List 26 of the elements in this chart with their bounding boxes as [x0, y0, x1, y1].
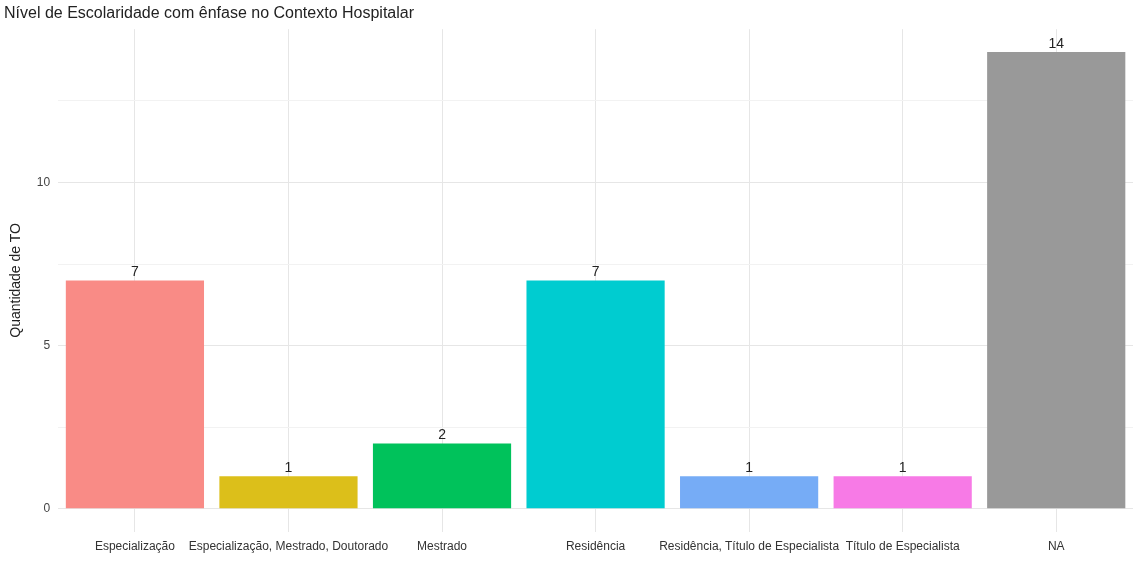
- data-label: 1: [898, 459, 907, 475]
- y-tick-label: 10: [36, 174, 51, 189]
- x-tick-label: NA: [1047, 539, 1065, 554]
- bar: [833, 476, 972, 509]
- y-axis-title: Quantidade de TO: [7, 222, 24, 338]
- x-tick-label: Residência: [565, 539, 626, 554]
- data-label: 1: [284, 459, 293, 475]
- bar: [987, 52, 1126, 509]
- y-tick-label: 0: [43, 501, 51, 516]
- bar: [526, 280, 665, 509]
- x-tick-label: Título de Especialista: [845, 539, 961, 554]
- x-tick-label: Especialização: [94, 539, 176, 554]
- bar: [372, 443, 512, 509]
- data-label: 7: [131, 263, 140, 280]
- data-label: 7: [591, 263, 600, 280]
- bar: [680, 476, 819, 509]
- y-tick-label: 5: [43, 337, 51, 352]
- data-label: 1: [745, 459, 754, 475]
- x-tick-label: Residência, Título de Especialista: [659, 539, 840, 554]
- bar: [65, 280, 205, 509]
- data-label: 14: [1048, 34, 1065, 51]
- x-tick-label: Mestrado: [417, 539, 468, 554]
- data-label: 2: [438, 426, 447, 443]
- x-tick-label: Especialização, Mestrado, Doutorado: [188, 539, 389, 554]
- chart-title: Nível de Escolaridade com ênfase no Contexto Hospitalar: [4, 4, 415, 22]
- bar: [219, 476, 358, 509]
